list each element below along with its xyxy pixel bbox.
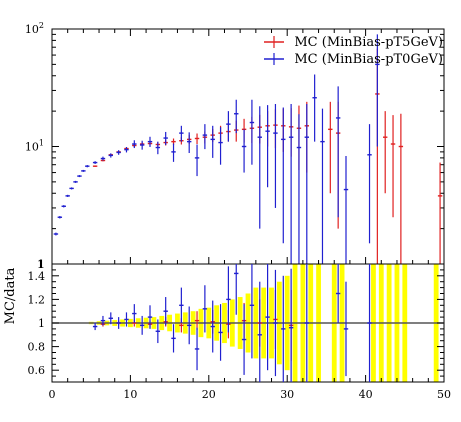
x-tick-label: 10 [123,388,137,401]
ratio-tick-label: 1.4 [28,270,46,283]
ratio-y-axis-label: MC/data [3,267,18,324]
upper-pt0-series [53,34,380,264]
x-tick-label: 20 [202,388,216,401]
lower-y-axis: 0.60.811.21.41 [28,258,444,383]
lower-plot: 0 10 20 30 40 500.60.811.21.41 [28,258,452,401]
x-tick-label: 0 [49,388,56,401]
x-axis: 0 10 20 30 40 50 [49,375,451,401]
ratio-tick-label: 1 [38,317,45,330]
ratio-pt0-series [92,264,372,382]
upper-y-tick-label: 101 [25,139,44,154]
upper-y-tick-label: 1 [37,258,44,271]
ratio-tick-label: 0.8 [28,341,46,354]
x-tick-label: 50 [437,388,451,401]
legend: MC (MinBias-pT5GeV) MC (MinBias-pT0GeV) [264,35,443,67]
legend-entry-label: MC (MinBias-pT5GeV) [294,35,443,50]
ratio-top-tick-label: 1 [38,258,45,271]
x-tick-label: 30 [280,388,294,401]
upper-y-tick-label: 102 [25,21,44,36]
upper-plot: 102 101 1 [25,21,445,271]
x-tick-label: 40 [359,388,373,401]
ratio-tick-label: 0.6 [28,364,46,377]
ratio-tick-label: 1.2 [28,293,46,306]
legend-entry-label: MC (MinBias-pT0GeV) [294,52,443,67]
